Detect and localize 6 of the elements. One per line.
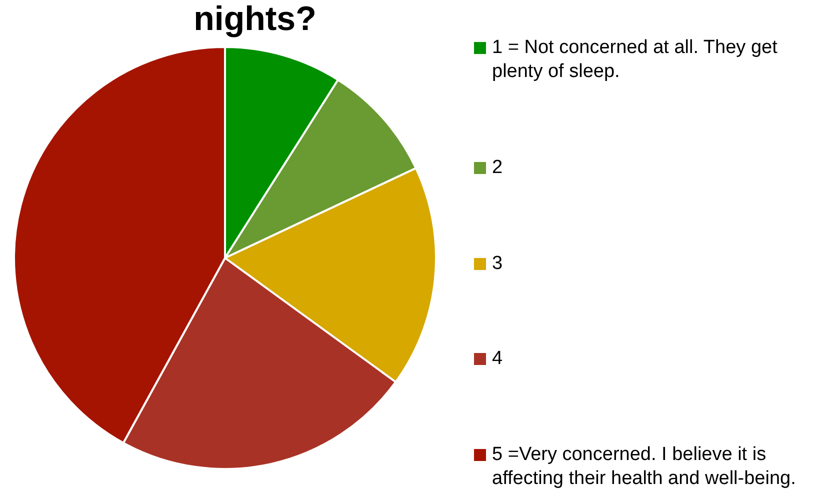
chart-title: nights? xyxy=(192,0,318,38)
legend-label: 5 =Very concerned. I believe it is affecting their health and well-being. xyxy=(492,443,797,491)
legend-label: 1 = Not concerned at all. They get plenty of sleep. xyxy=(492,36,778,84)
legend-label: 4 xyxy=(492,347,503,372)
legend-label: 2 xyxy=(492,156,503,180)
legend-label: 3 xyxy=(492,252,503,276)
